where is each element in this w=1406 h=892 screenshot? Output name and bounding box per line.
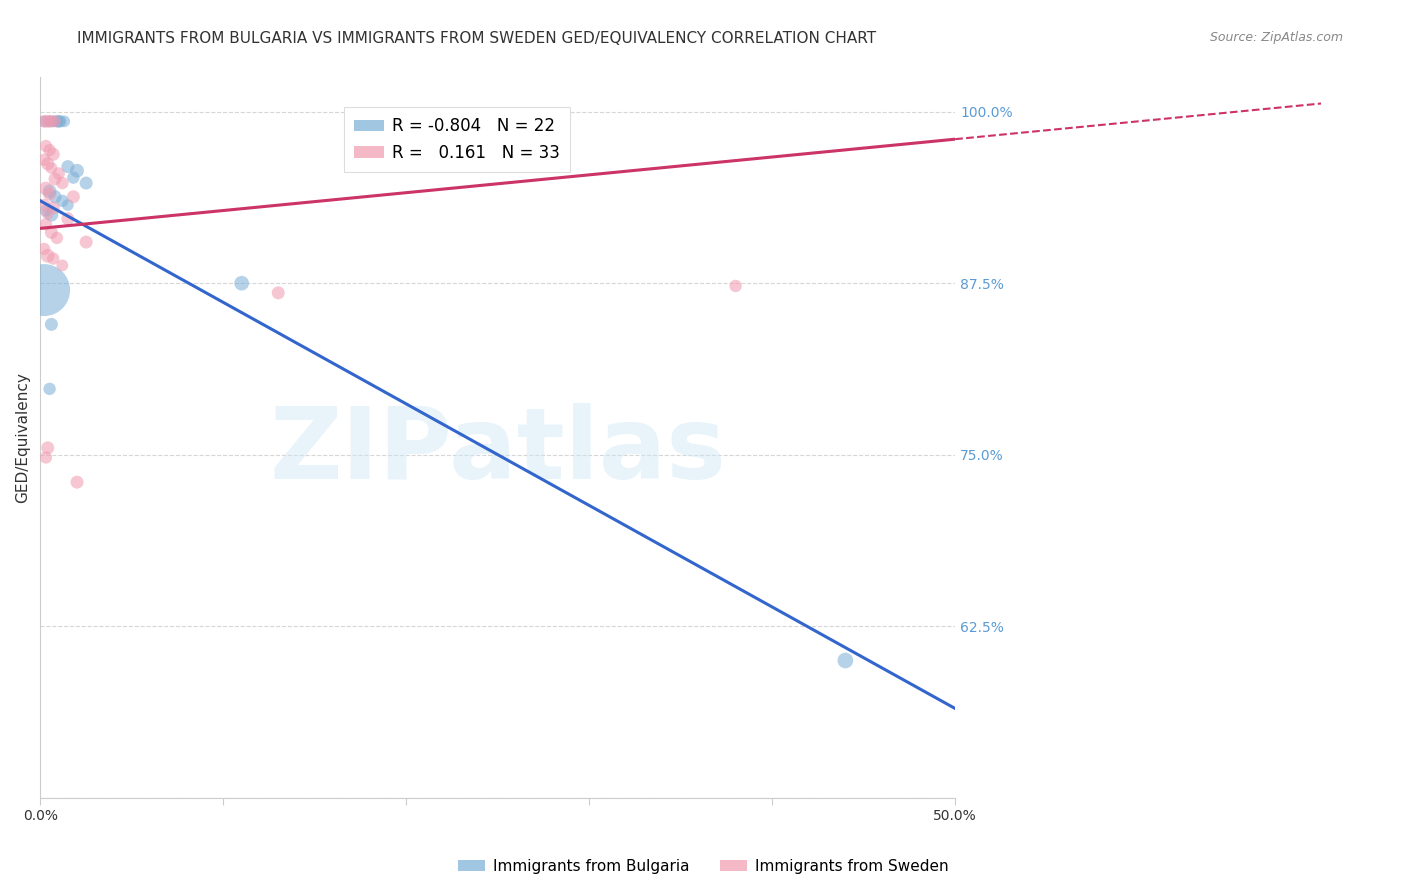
Point bbox=[32, 114, 55, 128]
Point bbox=[37, 114, 59, 128]
Point bbox=[41, 226, 63, 240]
Point bbox=[32, 153, 55, 167]
Legend: Immigrants from Bulgaria, Immigrants from Sweden: Immigrants from Bulgaria, Immigrants fro… bbox=[451, 853, 955, 880]
Point bbox=[56, 198, 79, 212]
Point bbox=[51, 176, 73, 190]
Point bbox=[38, 184, 60, 198]
Point bbox=[42, 114, 65, 128]
Point bbox=[45, 231, 67, 245]
Point bbox=[32, 242, 55, 256]
Point bbox=[35, 217, 58, 231]
Point bbox=[66, 475, 89, 490]
Point bbox=[724, 279, 747, 293]
Point bbox=[38, 143, 60, 157]
Point bbox=[42, 252, 65, 266]
Point bbox=[32, 283, 55, 297]
Point bbox=[41, 208, 63, 222]
Point bbox=[32, 198, 55, 212]
Point bbox=[48, 166, 70, 180]
Point bbox=[834, 653, 856, 667]
Point bbox=[44, 190, 66, 204]
Legend: R = -0.804   N = 22, R =   0.161   N = 33: R = -0.804 N = 22, R = 0.161 N = 33 bbox=[343, 107, 569, 172]
Point bbox=[49, 114, 72, 128]
Point bbox=[41, 114, 63, 128]
Point bbox=[75, 176, 97, 190]
Point bbox=[44, 114, 66, 128]
Point bbox=[75, 235, 97, 249]
Point bbox=[53, 114, 76, 128]
Point bbox=[62, 190, 84, 204]
Point bbox=[45, 114, 67, 128]
Point bbox=[66, 163, 89, 178]
Text: IMMIGRANTS FROM BULGARIA VS IMMIGRANTS FROM SWEDEN GED/EQUIVALENCY CORRELATION C: IMMIGRANTS FROM BULGARIA VS IMMIGRANTS F… bbox=[77, 31, 876, 46]
Point bbox=[231, 277, 253, 291]
Point bbox=[35, 450, 58, 465]
Point bbox=[48, 114, 70, 128]
Point bbox=[41, 161, 63, 175]
Text: Source: ZipAtlas.com: Source: ZipAtlas.com bbox=[1209, 31, 1343, 45]
Point bbox=[37, 206, 59, 220]
Point bbox=[267, 285, 290, 300]
Point bbox=[35, 139, 58, 153]
Point bbox=[37, 441, 59, 455]
Point bbox=[32, 114, 55, 128]
Point bbox=[56, 211, 79, 226]
Point bbox=[62, 170, 84, 185]
Point bbox=[51, 259, 73, 273]
Text: ZIPatlas: ZIPatlas bbox=[270, 403, 727, 500]
Point bbox=[38, 382, 60, 396]
Point bbox=[38, 187, 60, 202]
Point bbox=[44, 172, 66, 186]
Point bbox=[37, 249, 59, 263]
Point bbox=[35, 181, 58, 195]
Point bbox=[38, 114, 60, 128]
Y-axis label: GED/Equivalency: GED/Equivalency bbox=[15, 372, 30, 503]
Point bbox=[35, 203, 58, 218]
Point bbox=[41, 318, 63, 332]
Point bbox=[37, 157, 59, 171]
Point bbox=[56, 160, 79, 174]
Point bbox=[51, 194, 73, 208]
Point bbox=[42, 201, 65, 215]
Point bbox=[42, 147, 65, 161]
